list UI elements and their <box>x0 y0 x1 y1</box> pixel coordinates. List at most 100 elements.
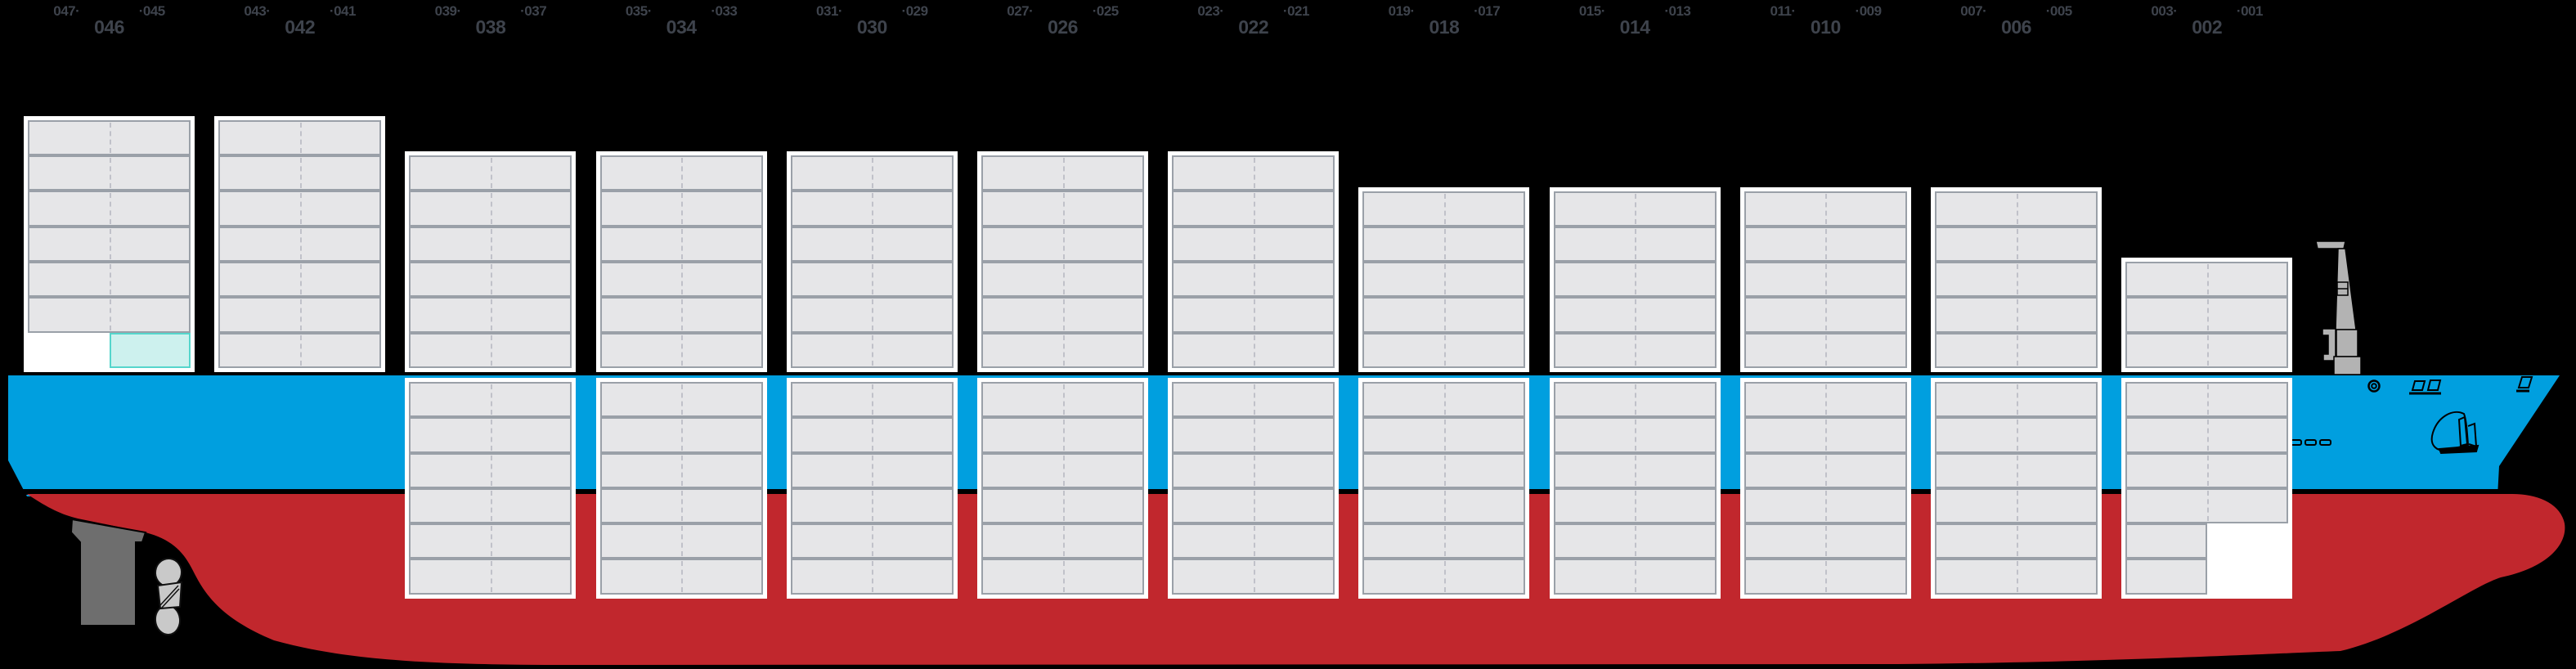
empty-slot[interactable] <box>28 333 110 368</box>
container-slot-row[interactable] <box>790 559 954 595</box>
container-slot-row[interactable] <box>790 382 954 418</box>
container-slot-row[interactable] <box>1935 262 2098 298</box>
container-slot-row[interactable] <box>409 559 572 595</box>
container-slot-row[interactable] <box>409 155 572 191</box>
container-slot-row[interactable] <box>1553 226 1717 263</box>
container-slot-row[interactable] <box>409 191 572 227</box>
container-slot-row[interactable] <box>2125 382 2289 418</box>
container-slot-row[interactable] <box>218 297 382 333</box>
container-slot-row[interactable] <box>790 191 954 227</box>
container-slot-row[interactable] <box>409 382 572 418</box>
container-slot-row[interactable] <box>1362 191 1526 227</box>
container-slot-row[interactable] <box>1553 191 1717 227</box>
container-slot-row[interactable] <box>1172 559 1335 595</box>
container-slot-row[interactable] <box>981 417 1144 453</box>
container-slot-row[interactable] <box>1744 523 1907 559</box>
container-slot-row[interactable] <box>2125 487 2289 524</box>
container-slot-row[interactable] <box>1935 191 2098 227</box>
container-slot-row[interactable] <box>1744 262 1907 298</box>
container-slot-row[interactable] <box>1744 332 1907 368</box>
container-slot-row[interactable] <box>790 523 954 559</box>
container-slot-row[interactable] <box>790 262 954 298</box>
container-slot-row[interactable] <box>790 226 954 263</box>
container-slot-row[interactable] <box>1744 487 1907 524</box>
container-slot-row[interactable] <box>790 452 954 488</box>
container-slot-row[interactable] <box>1362 332 1526 368</box>
container-slot-row[interactable] <box>1172 452 1335 488</box>
container-slot-row[interactable] <box>1362 262 1526 298</box>
container-slot-row[interactable] <box>218 155 382 191</box>
container-slot-row[interactable] <box>981 297 1144 333</box>
empty-slot[interactable] <box>2207 523 2289 559</box>
container-slot-row[interactable] <box>409 452 572 488</box>
container-slot-row[interactable] <box>28 191 191 227</box>
container-slot-row[interactable] <box>1362 487 1526 524</box>
container-slot-row[interactable] <box>599 262 763 298</box>
container-slot-row[interactable] <box>2125 297 2289 333</box>
container-slot-row[interactable] <box>1935 452 2098 488</box>
container-slot-row[interactable] <box>1744 382 1907 418</box>
container-slot-row[interactable] <box>218 262 382 298</box>
container-slot-row[interactable] <box>1362 452 1526 488</box>
container-slot-row[interactable] <box>790 155 954 191</box>
container-slot-row[interactable] <box>1744 297 1907 333</box>
container-slot-row[interactable] <box>1553 523 1717 559</box>
container-slot-row[interactable] <box>1553 559 1717 595</box>
empty-slot[interactable] <box>2207 559 2289 594</box>
container-slot-row[interactable] <box>1362 226 1526 263</box>
container-slot-row[interactable] <box>1935 332 2098 368</box>
container-slot-row[interactable] <box>218 119 382 156</box>
container-slot-row[interactable] <box>981 191 1144 227</box>
container-slot-row[interactable] <box>218 226 382 263</box>
container-slot-row[interactable] <box>218 332 382 368</box>
container-slot-row[interactable] <box>790 417 954 453</box>
container-slot-row[interactable] <box>1172 487 1335 524</box>
container-slot-row[interactable] <box>409 262 572 298</box>
container-slot-row[interactable] <box>599 191 763 227</box>
container-slot-row[interactable] <box>409 226 572 263</box>
container-slot-row[interactable] <box>981 452 1144 488</box>
container-slot-row[interactable] <box>1553 382 1717 418</box>
container-slot-row[interactable] <box>1935 297 2098 333</box>
container-slot-row[interactable] <box>599 226 763 263</box>
container-slot-row[interactable] <box>28 262 191 298</box>
container-slot-row[interactable] <box>1553 262 1717 298</box>
container-slot-row[interactable] <box>1935 559 2098 595</box>
container-slot-row[interactable] <box>790 487 954 524</box>
container-slot-row[interactable] <box>599 297 763 333</box>
container-slot-row[interactable] <box>599 417 763 453</box>
container-slot-row[interactable] <box>1935 523 2098 559</box>
container-slot-row[interactable] <box>409 417 572 453</box>
container-slot-row[interactable] <box>409 297 572 333</box>
container-slot-row[interactable] <box>599 452 763 488</box>
container-slot-row[interactable] <box>1935 226 2098 263</box>
container-slot-row[interactable] <box>1172 155 1335 191</box>
container-slot-row[interactable] <box>981 226 1144 263</box>
container-slot-row[interactable] <box>1172 262 1335 298</box>
container-slot-row[interactable] <box>599 487 763 524</box>
container-slot-row[interactable] <box>1362 382 1526 418</box>
container-slot-row[interactable] <box>28 119 191 156</box>
container-slot-row[interactable] <box>28 155 191 191</box>
container-slot-row[interactable] <box>2125 262 2289 298</box>
container-slot-row[interactable] <box>981 382 1144 418</box>
container-slot-row[interactable] <box>1172 226 1335 263</box>
container-slot-row[interactable] <box>1935 487 2098 524</box>
container-slot-row[interactable] <box>1172 417 1335 453</box>
container-slot-row[interactable] <box>1553 297 1717 333</box>
selected-slot[interactable] <box>109 332 191 368</box>
container-slot-row[interactable] <box>28 297 191 333</box>
container-slot-row[interactable] <box>1362 417 1526 453</box>
container-slot-row[interactable] <box>1553 452 1717 488</box>
container-slot-row[interactable] <box>981 523 1144 559</box>
container-slot-row[interactable] <box>28 226 191 263</box>
container-slot-row[interactable] <box>599 523 763 559</box>
container-slot-row[interactable] <box>981 262 1144 298</box>
container-slot-row[interactable] <box>1553 332 1717 368</box>
container-slot-row[interactable] <box>1172 297 1335 333</box>
container-slot-row[interactable] <box>218 191 382 227</box>
container-slot-row[interactable] <box>981 155 1144 191</box>
container-slot-row[interactable] <box>1172 523 1335 559</box>
container-slot-row[interactable] <box>1744 226 1907 263</box>
container-slot-row[interactable] <box>599 559 763 595</box>
